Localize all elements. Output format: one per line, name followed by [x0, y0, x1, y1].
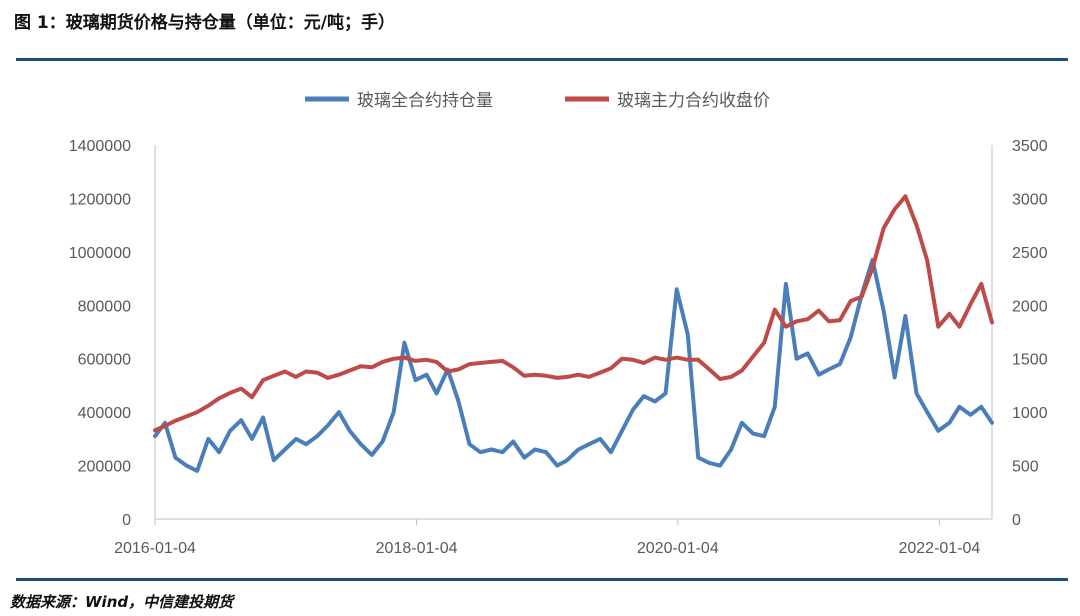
left-tick-label: 200000 — [78, 459, 131, 476]
bottom-rule — [16, 578, 1068, 581]
right-tick-label: 1000 — [1012, 405, 1048, 422]
legend-label: 玻璃主力合约收盘价 — [617, 91, 770, 111]
left-tick-label: 600000 — [78, 352, 131, 369]
figure-title: 图 1：玻璃期货价格与持仓量（单位：元/吨；手） — [14, 13, 395, 33]
left-tick-label: 1400000 — [69, 138, 131, 155]
axes: 0 200000 400000 600000 800000 1000000 1200000 1… — [69, 138, 1048, 557]
close-price-line — [153, 194, 994, 433]
top-rule — [16, 58, 1068, 61]
x-tick-label: 2016-01-04 — [114, 540, 196, 557]
left-tick-label: 1200000 — [69, 191, 131, 208]
legend-label: 玻璃全合约持仓量 — [357, 91, 493, 111]
chart-svg: 玻璃全合约持仓量 玻璃主力合约收盘价 0 200000 400000 600000 800… — [69, 91, 1048, 557]
left-tick-label: 0 — [122, 512, 131, 529]
x-tick-label: 2018-01-04 — [376, 540, 458, 557]
x-tick-label: 2022-01-04 — [898, 540, 980, 557]
left-tick-label: 800000 — [78, 298, 131, 315]
right-tick-label: 2000 — [1012, 298, 1048, 315]
right-tick-label: 500 — [1012, 459, 1039, 476]
left-tick-label: 400000 — [78, 405, 131, 422]
left-tick-label: 1000000 — [69, 245, 131, 262]
right-tick-label: 2500 — [1012, 245, 1048, 262]
open-interest-line — [153, 257, 994, 473]
x-tick-label: 2020-01-04 — [637, 540, 719, 557]
right-tick-label: 3000 — [1012, 191, 1048, 208]
source-note: 数据来源：Wind，中信建投期货 — [10, 593, 234, 611]
right-tick-label: 1500 — [1012, 352, 1048, 369]
right-tick-label: 0 — [1012, 512, 1021, 529]
right-tick-label: 3500 — [1012, 138, 1048, 155]
legend: 玻璃全合约持仓量 玻璃主力合约收盘价 — [305, 91, 770, 111]
plot-lines — [153, 194, 994, 473]
